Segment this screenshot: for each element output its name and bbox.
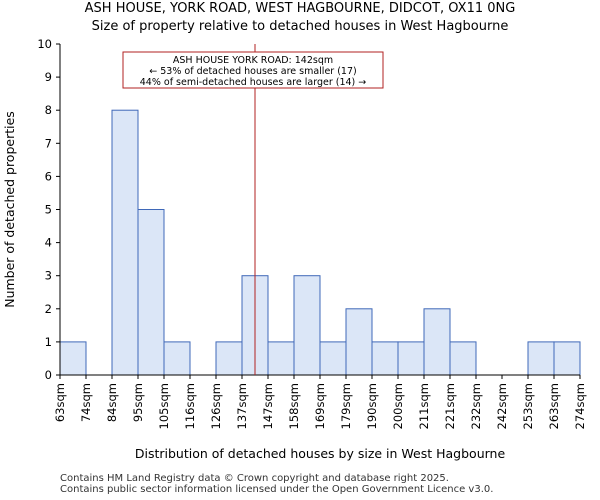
bar-253sqm: [527, 341, 555, 376]
x-tick-label: 211sqm: [417, 383, 431, 429]
bar-263sqm: [553, 341, 581, 376]
bar-126sqm: [215, 341, 243, 376]
x-tick-label: 263sqm: [547, 383, 561, 429]
x-tick-label: 74sqm: [79, 383, 93, 422]
bar-179sqm: [345, 308, 373, 376]
x-tick-label: 179sqm: [339, 383, 353, 429]
bar-211sqm: [423, 308, 451, 376]
annotation-line-2: ← 53% of detached houses are smaller (17…: [149, 66, 356, 77]
x-tick-label: 95sqm: [131, 383, 145, 422]
y-tick-label: 10: [37, 37, 52, 51]
bar-221sqm: [449, 341, 477, 376]
x-tick-label: 126sqm: [209, 383, 223, 429]
y-axis: 0 1 2 3 4 5 6 7 8 9 10: [37, 37, 61, 382]
x-tick-label: 84sqm: [105, 383, 119, 422]
y-tick-label: 9: [45, 70, 52, 84]
y-axis-label: Number of detached properties: [2, 111, 17, 308]
bars-group: [59, 109, 581, 376]
footer-copyright: Contains HM Land Registry data © Crown c…: [60, 473, 449, 484]
x-tick-label: 158sqm: [287, 383, 301, 429]
y-tick-label: 3: [45, 269, 52, 283]
y-tick-label: 1: [45, 335, 52, 349]
x-tick-label: 137sqm: [235, 383, 249, 429]
y-tick-label: 0: [45, 368, 52, 382]
x-axis: 63sqm 74sqm 84sqm 95sqm 105sqm 116sqm 126sqm 13…: [53, 374, 587, 429]
y-tick-label: 6: [45, 169, 52, 183]
bar-169sqm: [319, 341, 347, 376]
x-tick-label: 232sqm: [469, 383, 483, 429]
bar-200sqm: [397, 341, 425, 376]
bar-63sqm: [59, 341, 87, 376]
x-tick-label: 147sqm: [261, 383, 275, 429]
x-tick-label: 221sqm: [443, 383, 457, 429]
x-tick-label: 200sqm: [391, 383, 405, 429]
bar-95sqm: [137, 209, 165, 376]
annotation-line-3: 44% of semi-detached houses are larger (…: [140, 77, 367, 88]
marker-annotation: ASH HOUSE YORK ROAD: 142sqm ← 53% of det…: [122, 51, 384, 89]
annotation-line-1: ASH HOUSE YORK ROAD: 142sqm: [173, 55, 333, 66]
annotation-box: [122, 51, 384, 89]
y-tick-label: 7: [45, 136, 52, 150]
x-tick-label: 274sqm: [573, 383, 587, 429]
x-axis-label: Distribution of detached houses by size …: [135, 446, 506, 461]
chart-title: ASH HOUSE, YORK ROAD, WEST HAGBOURNE, DI…: [84, 1, 516, 16]
bar-147sqm: [267, 341, 295, 376]
x-tick-label: 242sqm: [495, 383, 509, 429]
bar-158sqm: [293, 275, 321, 376]
y-tick-label: 8: [45, 103, 52, 117]
bar-190sqm: [371, 341, 399, 376]
x-tick-label: 253sqm: [521, 383, 535, 429]
x-tick-label: 169sqm: [313, 383, 327, 429]
x-tick-label: 190sqm: [365, 383, 379, 429]
footer-licence: Contains public sector information licen…: [60, 484, 494, 495]
y-tick-label: 4: [45, 236, 52, 250]
chart-subtitle: Size of property relative to detached ho…: [91, 19, 509, 34]
bar-105sqm: [163, 341, 191, 376]
x-tick-label: 105sqm: [157, 383, 171, 429]
y-tick-label: 5: [45, 203, 52, 217]
y-tick-label: 2: [45, 302, 52, 316]
bar-84sqm: [111, 109, 139, 376]
x-tick-label: 63sqm: [53, 383, 67, 422]
x-tick-label: 116sqm: [183, 383, 197, 429]
